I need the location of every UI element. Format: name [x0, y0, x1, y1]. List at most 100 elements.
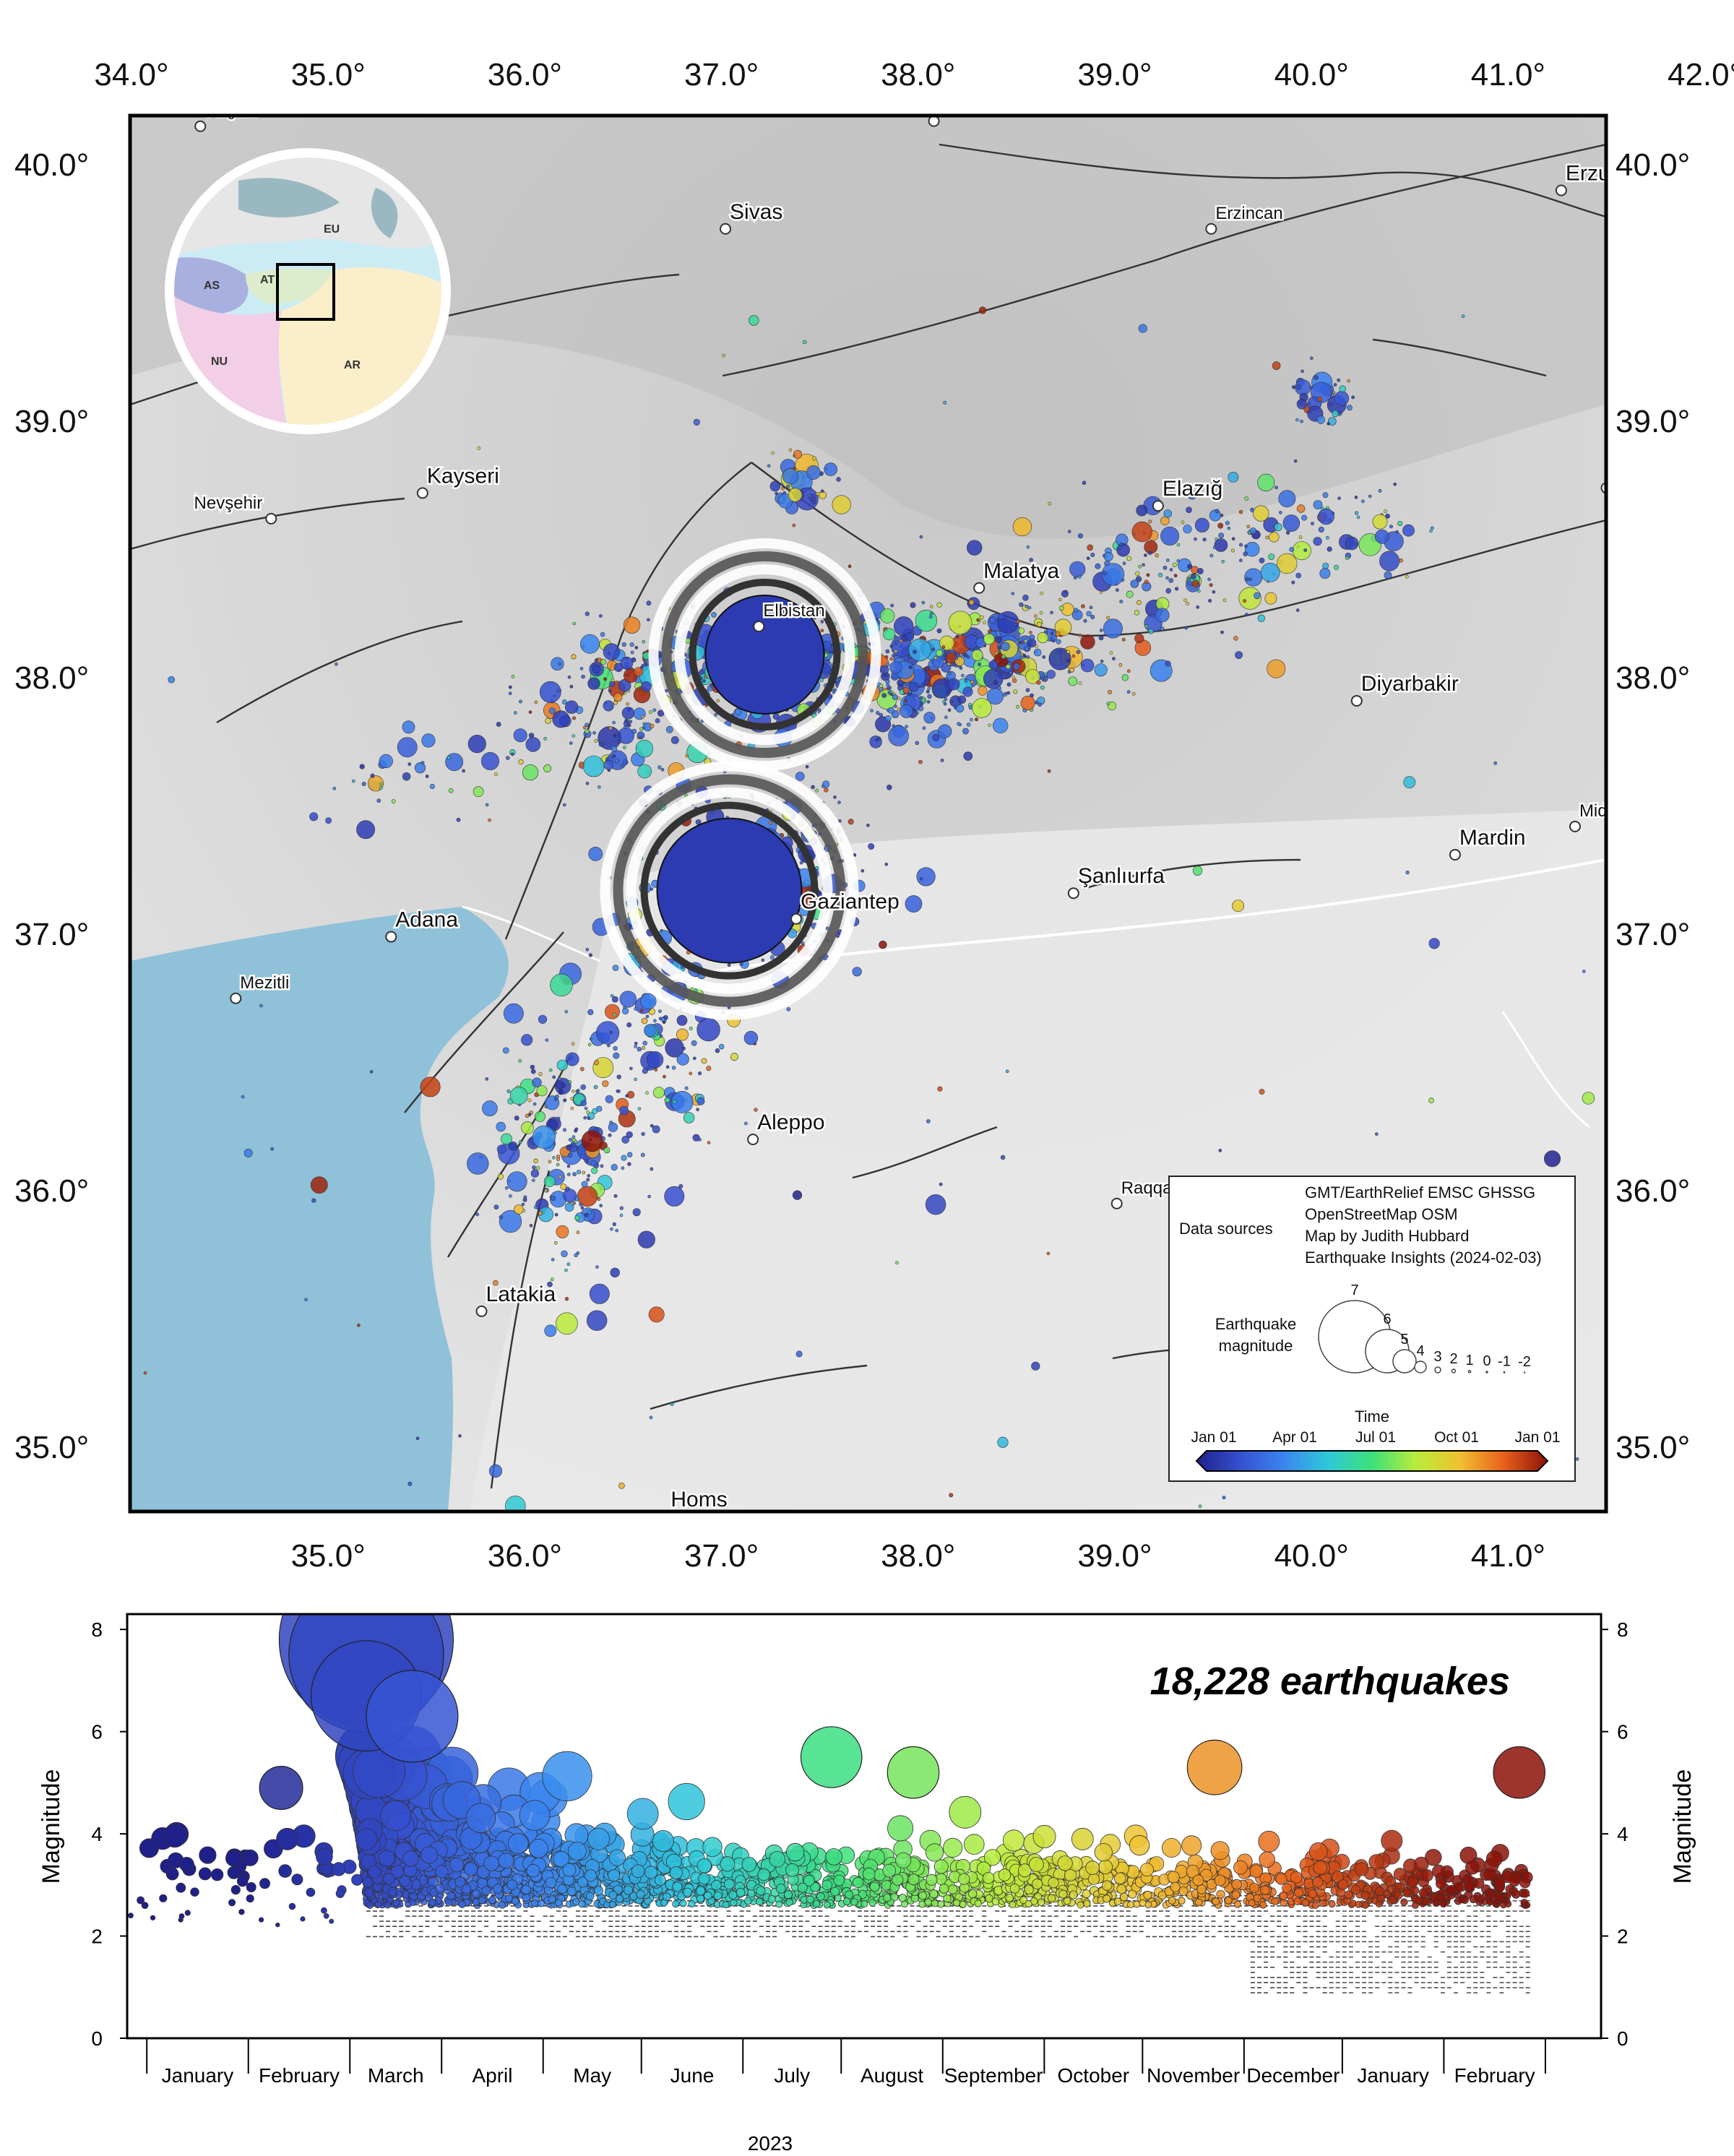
magnitude-band-tick — [668, 1931, 672, 1933]
magnitude-band-tick — [1257, 1910, 1261, 1912]
left-lat-label: 40.0° — [14, 147, 89, 183]
magnitude-band-tick — [1486, 1992, 1491, 1993]
earthquake-marker — [143, 1371, 147, 1375]
magnitude-band-tick — [1414, 1961, 1419, 1963]
magnitude-band-tick — [1008, 1936, 1013, 1938]
earthquake-marker — [359, 764, 365, 769]
magnitude-band-tick — [1355, 1936, 1360, 1938]
magnitude-band-tick — [1185, 1926, 1190, 1927]
magnitude-band-tick — [1296, 1915, 1301, 1917]
earthquake-marker — [1029, 634, 1035, 641]
earthquake-marker — [889, 644, 894, 648]
magnitude-band-tick — [373, 1910, 377, 1912]
magnitude-band-tick — [451, 1926, 456, 1927]
magnitude-band-tick — [1178, 1905, 1183, 1907]
magnitude-band-tick — [1407, 1977, 1412, 1978]
inset-label-eu: EU — [324, 223, 340, 236]
magnitude-band-tick — [1106, 1920, 1111, 1922]
earthquake-marker — [888, 725, 909, 746]
earthquake-marker — [1208, 598, 1212, 603]
map-axis-labels: 34.0° 35.0° 36.0° 37.0° 38.0° 39.0° 40.0° 41.0°… — [14, 57, 1734, 1574]
earthquake-marker — [637, 1046, 642, 1052]
earthquake-marker — [955, 634, 959, 639]
magnitude-band-tick — [1230, 1910, 1235, 1912]
magnitude-band-tick — [1034, 1910, 1039, 1912]
magnitude-band-tick — [988, 1926, 993, 1927]
magnitude-band-tick — [1388, 1936, 1393, 1938]
city-dot — [230, 992, 242, 1004]
magnitude-band-tick — [1407, 1936, 1412, 1938]
magnitude-band-tick — [1407, 1967, 1412, 1968]
magnitude-band-tick — [1264, 1977, 1269, 1978]
earthquake-marker — [1094, 663, 1108, 677]
earthquake-marker — [1221, 559, 1225, 564]
earthquake-marker — [1038, 702, 1042, 707]
magnitude-band-tick — [1113, 1931, 1118, 1933]
magnitude-band-tick — [1303, 1982, 1308, 1983]
earthquake-marker — [627, 1162, 631, 1166]
magnitude-band-tick — [955, 1936, 960, 1938]
magnitude-band-tick — [615, 1936, 620, 1938]
magnitude-band-tick — [877, 1931, 882, 1933]
magnitude-band-tick — [464, 1936, 469, 1938]
earthquake-marker — [609, 1030, 613, 1035]
earthquake-marker — [816, 491, 820, 496]
earthquake-marker — [564, 700, 579, 714]
magnitude-band-tick — [1467, 1951, 1472, 1953]
mainshock-marker — [656, 817, 803, 964]
magnitude-band-tick — [1525, 1967, 1530, 1968]
magnitude-band-tick — [1329, 1987, 1334, 1988]
earthquake-marker — [998, 613, 1005, 620]
legend-time-label: Jan 01 — [1191, 1429, 1236, 1446]
earthquake-marker — [506, 1089, 511, 1093]
earthquake-marker — [1160, 516, 1170, 525]
earthquake-marker — [706, 1066, 712, 1071]
magnitude-band-tick — [1277, 1977, 1282, 1978]
earthquake-marker — [1184, 626, 1189, 630]
earthquake-marker — [642, 639, 646, 644]
magnitude-band-tick — [1132, 1931, 1137, 1933]
magnitude-band-tick — [1087, 1910, 1092, 1912]
magnitude-band-tick — [1499, 1941, 1504, 1943]
earthquake-marker — [475, 1212, 480, 1217]
magnitude-band-tick — [707, 1926, 712, 1927]
earthquake-marker — [702, 679, 706, 683]
magnitude-band-tick — [628, 1936, 633, 1938]
earthquake-marker — [592, 1126, 595, 1130]
earthquake-marker — [957, 722, 961, 726]
magnitude-band-tick — [1414, 1982, 1419, 1983]
magnitude-band-tick — [1368, 1956, 1373, 1958]
earthquake-marker — [1582, 1092, 1595, 1105]
earthquake-marker — [504, 1003, 524, 1024]
magnitude-band-tick — [582, 1936, 587, 1938]
earthquake-marker — [570, 1142, 577, 1147]
legend-magnitude-value: -1 — [1498, 1354, 1511, 1370]
magnitude-band-tick — [517, 1931, 522, 1933]
earthquake-marker — [588, 953, 593, 957]
earthquake-marker — [1282, 514, 1300, 532]
magnitude-band-tick — [457, 1936, 462, 1938]
magnitude-band-tick — [621, 1926, 626, 1927]
earthquake-marker — [1325, 536, 1329, 540]
earthquake-marker — [1168, 578, 1173, 583]
earthquake-marker — [1005, 1069, 1009, 1074]
city-dot — [1350, 694, 1363, 707]
earthquake-marker — [1316, 415, 1325, 424]
magnitude-band-tick — [831, 1920, 836, 1922]
earthquake-marker — [506, 1171, 527, 1192]
magnitude-band-tick — [1316, 1956, 1321, 1958]
earthquake-marker — [1165, 587, 1171, 594]
magnitude-band-tick — [641, 1910, 646, 1912]
magnitude-band-tick — [1427, 1961, 1432, 1963]
earthquake-marker — [1257, 473, 1275, 492]
magnitude-band-tick — [1139, 1926, 1144, 1927]
magnitude-band-tick — [543, 1936, 548, 1938]
magnitude-band-tick — [936, 1915, 941, 1917]
earthquake-marker — [1055, 631, 1061, 637]
magnitude-band-tick — [405, 1915, 410, 1917]
magnitude-band-tick — [386, 1936, 391, 1938]
magnitude-band-tick — [1506, 1961, 1511, 1963]
magnitude-band-tick — [1257, 1977, 1261, 1978]
magnitude-band-tick — [621, 1920, 626, 1922]
magnitude-band-tick — [621, 1915, 626, 1917]
